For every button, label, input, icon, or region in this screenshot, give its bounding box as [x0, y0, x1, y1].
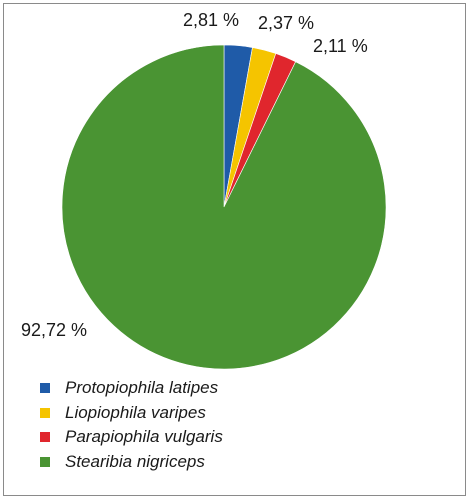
legend-label: Stearibia nigriceps [65, 451, 205, 471]
legend-swatch [40, 383, 50, 394]
legend-item-stearibia: Stearibia nigriceps [40, 450, 223, 475]
legend-label: Liopiophila varipes [65, 402, 206, 422]
legend: Protopiophila latipes Liopiophila varipe… [40, 376, 223, 474]
slice-label-liopiophila: 2,37 % [258, 13, 315, 33]
legend-label: Protopiophila latipes [65, 378, 219, 398]
legend-swatch [40, 456, 50, 467]
legend-label: Parapiophila vulgaris [65, 427, 223, 447]
legend-swatch [40, 432, 50, 443]
legend-swatch [40, 407, 50, 418]
legend-item-protopiophila: Protopiophila latipes [40, 376, 223, 401]
slice-label-protopiophila: 2,81 % [183, 10, 240, 30]
slice-label-parapiophila: 2,11 % [313, 36, 368, 56]
pie-slice-stearibia [61, 44, 387, 370]
legend-item-parapiophila: Parapiophila vulgaris [40, 425, 223, 450]
slice-label-stearibia: 92,72 % [21, 320, 88, 340]
legend-item-liopiophila: Liopiophila varipes [40, 401, 223, 426]
